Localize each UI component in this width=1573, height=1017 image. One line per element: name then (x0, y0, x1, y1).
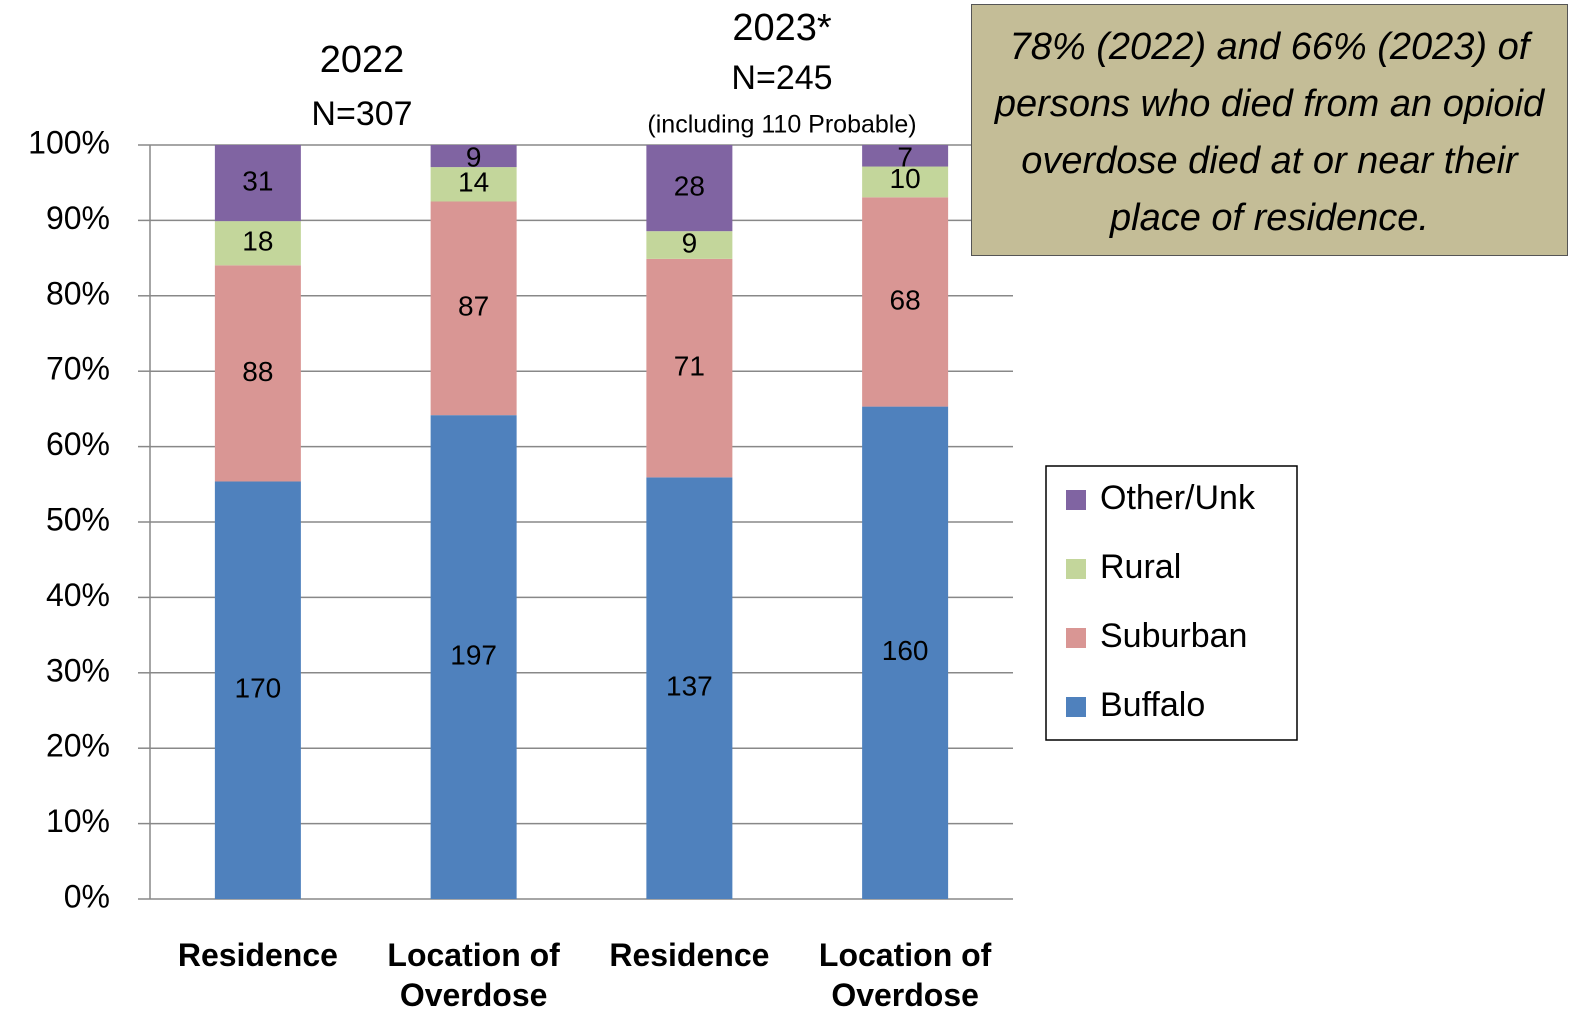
legend-label: Suburban (1100, 617, 1247, 655)
bar-segment (430, 167, 517, 202)
data-label: 88 (242, 356, 273, 387)
legend-box (1045, 465, 1298, 741)
data-label: 160 (882, 635, 929, 666)
x-tick-label: Residence (177, 937, 338, 973)
x-tick-label: Residence (609, 937, 770, 973)
legend-label: Buffalo (1100, 686, 1205, 724)
group-note: (including 110 Probable) (647, 111, 916, 139)
data-label: 9 (466, 141, 482, 172)
legend-swatch (1066, 490, 1086, 510)
annotation: 78% (2022) and 66% (2023) of persons who… (971, 4, 1568, 256)
data-label: 170 (235, 673, 282, 704)
bar-segment (214, 481, 301, 899)
x-tick-label: Location of Overdose (818, 937, 992, 1013)
bar-segment (430, 415, 517, 899)
bar-segment (862, 406, 949, 899)
data-label: 31 (242, 165, 273, 196)
y-tick-label: 70% (46, 351, 110, 387)
legend-label: Other/Unk (1100, 479, 1256, 517)
data-label: 7 (897, 141, 913, 172)
bar-segment (862, 166, 949, 198)
data-label: 71 (674, 351, 705, 382)
data-label: 14 (458, 167, 489, 198)
y-tick-label: 40% (46, 577, 110, 613)
data-label: 87 (458, 291, 489, 322)
data-label: 68 (890, 284, 921, 315)
data-label: 10 (890, 163, 921, 194)
bar-segment (646, 145, 733, 232)
legend-swatch (1066, 559, 1086, 579)
y-tick-label: 90% (46, 200, 110, 236)
bar-segment (214, 221, 301, 266)
y-tick-label: 30% (46, 652, 110, 688)
legend-label: Rural (1100, 548, 1181, 586)
data-label: 18 (242, 226, 273, 257)
bar-segment (214, 145, 301, 222)
group-year: 2022 (320, 39, 405, 81)
group-year: 2023* (732, 7, 832, 49)
legend-swatch (1066, 628, 1086, 648)
y-tick-label: 50% (46, 501, 110, 537)
bar-segment (430, 145, 517, 168)
data-label: 28 (674, 170, 705, 201)
y-tick-label: 80% (46, 275, 110, 311)
bar-segment (862, 145, 949, 167)
y-tick-label: 100% (28, 124, 110, 160)
data-label: 137 (666, 671, 713, 702)
y-tick-label: 10% (46, 803, 110, 839)
y-tick-label: 60% (46, 426, 110, 462)
bar-segment (862, 197, 949, 407)
y-tick-label: 20% (46, 728, 110, 764)
group-n: N=245 (731, 59, 832, 97)
y-tick-label: 0% (64, 878, 110, 914)
data-label: 197 (450, 639, 497, 670)
bar-segment (646, 258, 733, 478)
bar-segment (430, 201, 517, 416)
legend-swatch (1066, 697, 1086, 717)
group-n: N=307 (311, 95, 412, 133)
bar-segment (646, 231, 733, 259)
bar-segment (214, 265, 301, 482)
bar-segment (646, 477, 733, 899)
data-label: 9 (682, 228, 698, 259)
x-tick-label: Location of Overdose (387, 937, 560, 1013)
